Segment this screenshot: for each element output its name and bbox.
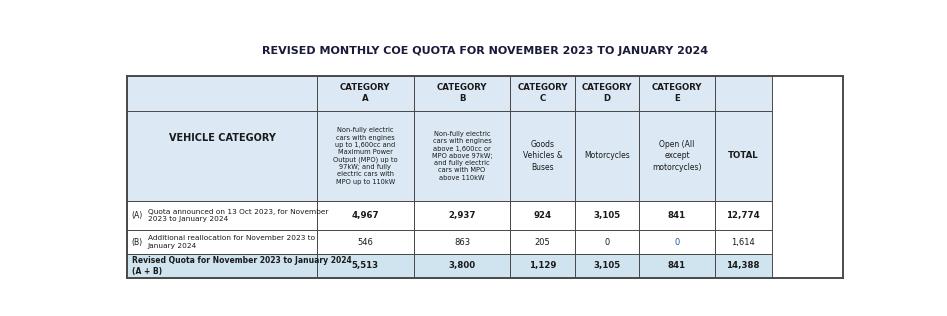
Bar xyxy=(639,254,715,277)
Text: Additional reallocation for November 2023 to
January 2024: Additional reallocation for November 202… xyxy=(148,235,314,249)
Bar xyxy=(575,201,639,230)
Text: Non-fully electric
cars with engines
above 1,600cc or
MPO above 97kW;
and fully : Non-fully electric cars with engines abo… xyxy=(432,131,492,181)
Text: 924: 924 xyxy=(533,211,552,220)
Text: 14,388: 14,388 xyxy=(726,261,759,270)
Bar xyxy=(317,230,414,254)
Bar xyxy=(575,76,639,111)
Text: 863: 863 xyxy=(454,238,470,247)
Text: 3,800: 3,800 xyxy=(449,261,475,270)
Bar xyxy=(715,254,772,277)
Text: Revised Quota for November 2023 to January 2024
(A + B): Revised Quota for November 2023 to Janua… xyxy=(133,256,352,276)
Bar xyxy=(510,111,575,201)
Bar xyxy=(317,76,414,111)
Text: VEHICLE CATEGORY: VEHICLE CATEGORY xyxy=(169,133,276,143)
Bar xyxy=(317,201,414,230)
Text: 0: 0 xyxy=(674,238,680,247)
Text: 841: 841 xyxy=(668,261,686,270)
Text: 3,105: 3,105 xyxy=(594,261,620,270)
Bar xyxy=(715,201,772,230)
Text: Open (All
except
motorcycles): Open (All except motorcycles) xyxy=(652,140,702,172)
Text: (A): (A) xyxy=(132,211,143,220)
Text: 546: 546 xyxy=(357,238,373,247)
Text: Quota announced on 13 Oct 2023, for November
2023 to January 2024: Quota announced on 13 Oct 2023, for Nove… xyxy=(148,209,328,222)
Bar xyxy=(715,111,772,201)
Text: (B): (B) xyxy=(132,238,143,247)
Text: CATEGORY
B: CATEGORY B xyxy=(437,83,488,103)
Bar xyxy=(510,230,575,254)
Text: 2,937: 2,937 xyxy=(448,211,475,220)
Bar xyxy=(414,230,510,254)
Text: 0: 0 xyxy=(604,238,610,247)
Bar xyxy=(639,111,715,201)
Text: 1,129: 1,129 xyxy=(529,261,556,270)
Text: CATEGORY
C: CATEGORY C xyxy=(517,83,568,103)
Bar xyxy=(127,254,317,277)
Bar xyxy=(639,201,715,230)
Text: 5,513: 5,513 xyxy=(351,261,379,270)
Text: 1,614: 1,614 xyxy=(731,238,755,247)
Bar xyxy=(510,76,575,111)
Text: Non-fully electric
cars with engines
up to 1,600cc and
Maximum Power
Output (MPO: Non-fully electric cars with engines up … xyxy=(333,127,398,185)
Bar xyxy=(715,230,772,254)
Bar xyxy=(414,254,510,277)
Bar xyxy=(639,76,715,111)
Bar xyxy=(575,230,639,254)
Text: 841: 841 xyxy=(668,211,686,220)
Bar xyxy=(575,254,639,277)
Bar xyxy=(575,111,639,201)
Bar xyxy=(127,76,317,111)
Text: 12,774: 12,774 xyxy=(726,211,760,220)
Text: TOTAL: TOTAL xyxy=(728,151,759,161)
Text: REVISED MONTHLY COE QUOTA FOR NOVEMBER 2023 TO JANUARY 2024: REVISED MONTHLY COE QUOTA FOR NOVEMBER 2… xyxy=(262,46,708,57)
Bar xyxy=(317,111,414,201)
Bar xyxy=(414,201,510,230)
Bar xyxy=(127,230,317,254)
Text: CATEGORY
A: CATEGORY A xyxy=(340,83,390,103)
Bar xyxy=(510,201,575,230)
Bar xyxy=(639,230,715,254)
Bar xyxy=(127,201,317,230)
Text: Goods
Vehicles &
Buses: Goods Vehicles & Buses xyxy=(523,140,563,172)
Text: 4,967: 4,967 xyxy=(351,211,379,220)
Bar xyxy=(715,76,772,111)
Text: CATEGORY
E: CATEGORY E xyxy=(652,83,703,103)
Bar xyxy=(317,254,414,277)
Text: Motorcycles: Motorcycles xyxy=(584,151,630,161)
Text: 3,105: 3,105 xyxy=(594,211,620,220)
Bar xyxy=(127,76,317,201)
Bar xyxy=(414,76,510,111)
Text: CATEGORY
D: CATEGORY D xyxy=(581,83,633,103)
Bar xyxy=(414,111,510,201)
Bar xyxy=(510,254,575,277)
Text: 205: 205 xyxy=(535,238,550,247)
